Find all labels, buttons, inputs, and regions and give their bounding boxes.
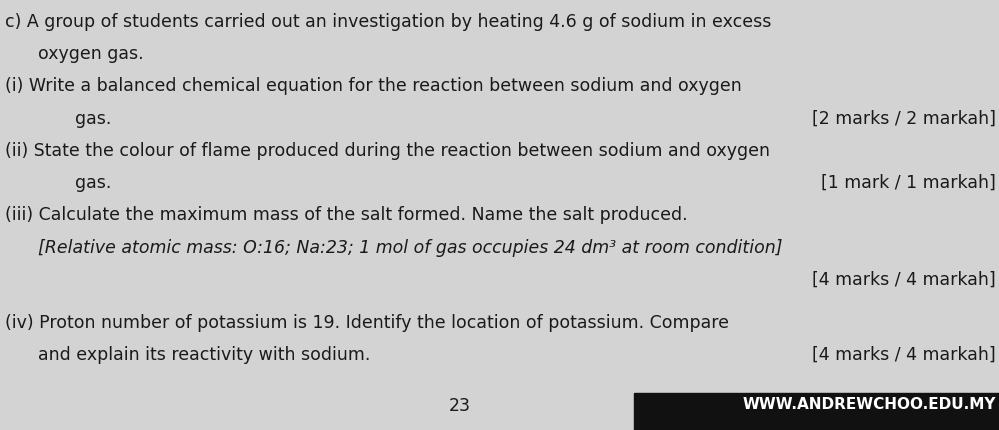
Text: (iv) Proton number of potassium is 19. Identify the location of potassium. Compa: (iv) Proton number of potassium is 19. I… xyxy=(5,314,729,332)
Text: [Relative atomic mass: O:16; Na:23; 1 mol of gas occupies 24 dm³ at room conditi: [Relative atomic mass: O:16; Na:23; 1 mo… xyxy=(38,239,782,257)
Text: gas.: gas. xyxy=(75,174,111,192)
Text: gas.: gas. xyxy=(75,110,111,128)
Text: oxygen gas.: oxygen gas. xyxy=(38,45,144,63)
Text: [4 marks / 4 markah]: [4 marks / 4 markah] xyxy=(812,271,996,289)
FancyBboxPatch shape xyxy=(634,393,999,430)
Text: and explain its reactivity with sodium.: and explain its reactivity with sodium. xyxy=(38,346,371,364)
Text: (ii) State the colour of flame produced during the reaction between sodium and o: (ii) State the colour of flame produced … xyxy=(5,142,770,160)
Text: 23: 23 xyxy=(449,397,471,415)
Text: [4 marks / 4 markah]: [4 marks / 4 markah] xyxy=(812,346,996,364)
Text: c) A group of students carried out an investigation by heating 4.6 g of sodium i: c) A group of students carried out an in… xyxy=(5,13,771,31)
Text: (iii) Calculate the maximum mass of the salt formed. Name the salt produced.: (iii) Calculate the maximum mass of the … xyxy=(5,206,687,224)
Text: [2 marks / 2 markah]: [2 marks / 2 markah] xyxy=(812,110,996,128)
Text: [1 mark / 1 markah]: [1 mark / 1 markah] xyxy=(821,174,996,192)
Text: WWW.ANDREWCHOO.EDU.MY: WWW.ANDREWCHOO.EDU.MY xyxy=(742,397,996,412)
Text: (i) Write a balanced chemical equation for the reaction between sodium and oxyge: (i) Write a balanced chemical equation f… xyxy=(5,77,741,95)
